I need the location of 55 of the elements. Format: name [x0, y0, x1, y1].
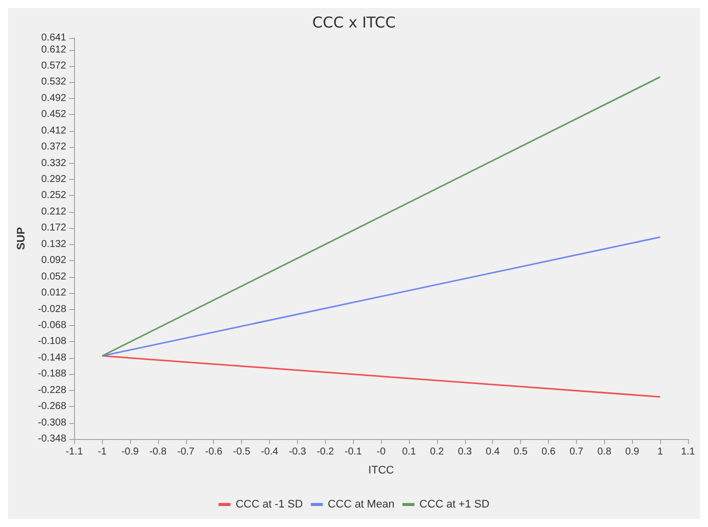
x-tick-label: 0.2: [430, 446, 444, 458]
y-tick-label: -0.148: [38, 352, 67, 364]
x-tick-label: -0.1: [344, 446, 362, 458]
y-tick-label: -0.068: [38, 320, 67, 331]
y-tick-label: 0.532: [41, 76, 67, 88]
x-axis-title: ITCC: [368, 464, 394, 476]
y-tick-label: 0.572: [41, 60, 67, 72]
y-tick-label: 0.012: [41, 288, 67, 299]
y-tick-label: 0.612: [41, 44, 67, 56]
legend-label: CCC at +1 SD: [419, 498, 490, 510]
x-tick-label: -0: [376, 446, 386, 458]
y-axis-title: SUP: [16, 227, 28, 250]
x-tick-label: -1.1: [66, 446, 84, 458]
x-tick-label: 0.3: [458, 446, 472, 458]
y-tick-label: -0.348: [38, 434, 67, 444]
x-tick-label: -0.5: [233, 446, 251, 458]
x-tick-label: 0.1: [402, 446, 416, 458]
x-tick-label: -1: [98, 446, 108, 458]
x-tick-label: -0.3: [288, 446, 306, 458]
y-tick-label: -0.028: [38, 304, 67, 315]
y-tick-label: 0.641: [41, 32, 67, 44]
y-tick-label: 0.332: [41, 158, 67, 169]
y-tick-label: 0.252: [41, 190, 67, 202]
y-tick-label: 0.172: [41, 222, 67, 234]
y-tick-label: 0.092: [41, 255, 67, 266]
y-tick-label: 0.492: [41, 92, 67, 104]
y-tick-label: -0.268: [38, 401, 67, 412]
y-tick-label: 0.132: [41, 238, 67, 250]
y-tick-label: 0.372: [41, 142, 67, 153]
x-tick-label: -0.6: [205, 446, 223, 458]
x-tick-label: 1: [657, 446, 664, 458]
x-tick-label: -0.7: [177, 446, 195, 458]
x-tick-label: 0.4: [486, 446, 500, 458]
x-tick-label: 0.8: [597, 446, 612, 458]
y-tick-label: 0.052: [41, 271, 67, 282]
legend-label: CCC at -1 SD: [236, 498, 303, 510]
x-tick-label: 1.1: [681, 446, 696, 458]
x-tick-label: -0.2: [316, 446, 334, 458]
y-tick-label: -0.188: [38, 368, 67, 380]
legend-label: CCC at Mean: [328, 498, 394, 510]
y-tick-label: -0.308: [38, 417, 67, 428]
y-tick-label: 0.292: [41, 174, 67, 186]
y-tick-label: -0.108: [38, 336, 67, 348]
x-tick-label: -0.4: [260, 446, 279, 458]
chart-title: CCC x ITCC: [312, 14, 396, 32]
x-tick-label: 0.6: [542, 446, 556, 458]
x-tick-label: 0.5: [514, 446, 528, 458]
x-tick-label: 0.9: [625, 446, 640, 458]
y-tick-label: 0.412: [41, 125, 67, 136]
x-tick-label: -0.8: [149, 446, 167, 458]
x-tick-label: 0.7: [569, 446, 584, 458]
y-tick-label: 0.212: [41, 206, 67, 218]
y-tick-label: -0.228: [38, 384, 67, 396]
y-tick-label: 0.452: [41, 109, 67, 120]
x-tick-label: -0.9: [121, 446, 140, 458]
